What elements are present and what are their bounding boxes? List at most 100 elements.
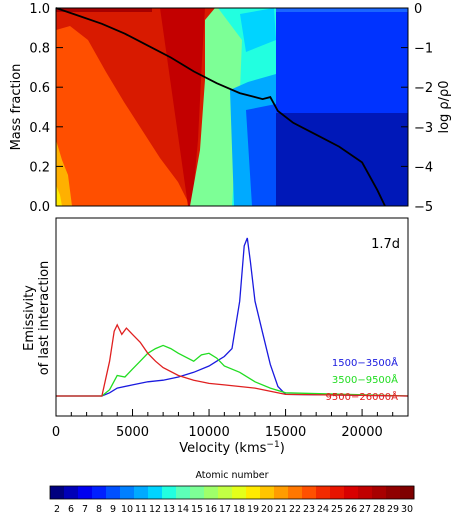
colorbar-cell xyxy=(64,486,79,499)
colorbar-label: 8 xyxy=(96,504,102,515)
right-tick-label: −2 xyxy=(414,81,433,96)
y-tick-label: 1.0 xyxy=(29,2,50,17)
yellow-wedge xyxy=(56,140,72,206)
colorbar-label: 20 xyxy=(261,504,273,515)
colorbar-cells xyxy=(49,485,415,500)
y-tick-label: 0.0 xyxy=(29,200,50,215)
colorbar-label: 15 xyxy=(191,504,203,515)
colorbar-title: Atomic number xyxy=(195,470,268,481)
right-tick-label: −5 xyxy=(414,200,433,215)
colorbar-cell xyxy=(106,486,121,499)
colorbar-cell xyxy=(316,486,331,499)
emissivity-panel: 0 5000 10000 15000 20000 1.7d 1500−3500Å 3500… xyxy=(22,217,409,456)
colorbar-cell xyxy=(78,486,93,499)
colorbar-cell xyxy=(246,486,261,499)
legend-item: 3500−9500Å xyxy=(332,373,398,386)
colorbar-cell xyxy=(92,486,107,499)
composition-frame xyxy=(55,7,409,207)
colorbar-label: 2 xyxy=(54,504,60,515)
colorbar-label: 29 xyxy=(387,504,399,515)
x-tick-label: 10000 xyxy=(188,425,229,440)
velocity-label-sup: −1 xyxy=(266,440,279,450)
colorbar-label: 19 xyxy=(247,504,259,515)
colorbar-label: 7 xyxy=(82,504,88,515)
emissivity-label-line1: Emissivity xyxy=(22,285,37,351)
colorbar-cell xyxy=(204,486,219,499)
yellow-core xyxy=(56,185,62,206)
colorbar-label: 23 xyxy=(303,504,315,515)
outer-top-strip xyxy=(276,8,408,12)
log-density-axis: 0 −1 −2 −3 −4 −5 xyxy=(401,2,433,215)
colorbar-cell xyxy=(120,486,135,499)
colorbar-cell xyxy=(274,486,289,499)
log-density-label: log ρ/ρ0 xyxy=(437,80,452,133)
colorbar-cell xyxy=(372,486,387,499)
colorbar-label: 25 xyxy=(331,504,343,515)
colorbar-label: 13 xyxy=(163,504,175,515)
colorbar-cell xyxy=(134,486,149,499)
colorbar-cell xyxy=(232,486,247,499)
mass-fraction-axis: 0.0 0.2 0.4 0.6 0.8 1.0 xyxy=(29,2,63,215)
colorbar-label: 30 xyxy=(401,504,413,515)
right-tick-label: −4 xyxy=(414,160,433,175)
colorbar-label: 22 xyxy=(289,504,301,515)
colorbar-label: 11 xyxy=(135,504,147,515)
colorbar-border xyxy=(49,485,415,500)
density-line xyxy=(55,7,386,207)
legend-item: 1500−3500Å xyxy=(332,356,398,369)
colorbar-label: 21 xyxy=(275,504,287,515)
colorbar-cell xyxy=(288,486,303,499)
x-tick-label: 20000 xyxy=(341,425,382,440)
colorbar-cell xyxy=(344,486,359,499)
colorbar-cell xyxy=(330,486,345,499)
series-line-2 xyxy=(56,323,409,397)
colorbar-label: 14 xyxy=(177,504,189,515)
colorbar-cell xyxy=(190,486,205,499)
y-tick-label: 0.8 xyxy=(29,42,50,57)
colorbar: Atomic number 2 6 7 8 9 10 11 12 13 14 15 16 17 18 19 2… xyxy=(49,470,415,515)
right-tick-label: 0 xyxy=(414,2,422,17)
colorbar-cell xyxy=(386,486,401,499)
velocity-label: Velocity (kms−1) xyxy=(179,440,285,456)
y-tick-label: 0.6 xyxy=(29,81,50,96)
velocity-axis: 0 5000 10000 15000 20000 xyxy=(52,409,394,440)
colorbar-label: 17 xyxy=(219,504,231,515)
light-blue-zone xyxy=(240,8,276,52)
colorbar-label: 12 xyxy=(149,504,161,515)
colorbar-cell xyxy=(260,486,275,499)
composition-panel: 0.0 0.2 0.4 0.6 0.8 1.0 0 −1 −2 −3 −4 −5 Mass frac… xyxy=(9,2,452,215)
mass-fraction-label: Mass fraction xyxy=(9,64,24,151)
legend: 1500−3500Å 3500−9500Å 9500−26000Å xyxy=(326,356,399,403)
colorbar-label: 9 xyxy=(110,504,116,515)
colorbar-cell xyxy=(218,486,233,499)
dark-red-band xyxy=(150,8,205,206)
velocity-label-main: Velocity (kms xyxy=(179,441,266,456)
colorbar-cell xyxy=(148,486,163,499)
colorbar-cell xyxy=(358,486,373,499)
deep-blue-zone xyxy=(246,104,276,206)
colorbar-cell xyxy=(302,486,317,499)
outer-lower-region xyxy=(276,113,408,206)
velocity-label-close: ) xyxy=(280,441,285,456)
colorbar-label: 24 xyxy=(317,504,329,515)
emissivity-label-line2: of last interaction xyxy=(37,261,52,376)
colorbar-cell xyxy=(176,486,191,499)
series-line-1 xyxy=(56,344,409,397)
colorbar-cell xyxy=(400,486,415,499)
colorbar-label: 27 xyxy=(359,504,371,515)
right-tick-label: −1 xyxy=(414,42,433,57)
colorbar-labels: 2 6 7 8 9 10 11 12 13 14 15 16 17 18 19 20 21 22 23 24 25 26 2… xyxy=(54,504,413,515)
right-tick-label: −3 xyxy=(414,121,433,136)
emissivity-series xyxy=(56,237,409,397)
colorbar-cell xyxy=(162,486,177,499)
x-tick-label: 0 xyxy=(52,425,60,440)
colorbar-label: 18 xyxy=(233,504,245,515)
x-tick-label: 15000 xyxy=(265,425,306,440)
y-tick-label: 0.2 xyxy=(29,160,50,175)
x-tick-label: 5000 xyxy=(116,425,149,440)
epoch-annotation: 1.7d xyxy=(371,237,400,252)
legend-item: 9500−26000Å xyxy=(326,390,399,403)
colorbar-label: 28 xyxy=(373,504,385,515)
colorbar-label: 16 xyxy=(205,504,217,515)
